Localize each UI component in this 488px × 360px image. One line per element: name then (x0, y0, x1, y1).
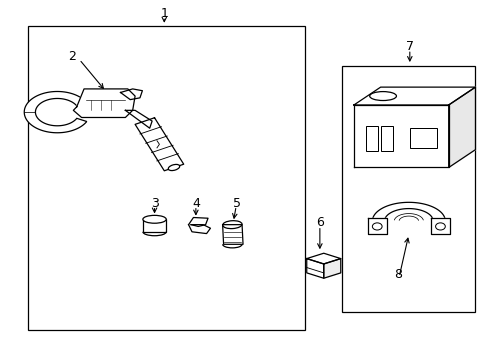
Bar (409, 128, 436, 148)
Bar (341, 66, 474, 312)
Polygon shape (306, 253, 340, 264)
Circle shape (435, 223, 445, 230)
Polygon shape (367, 217, 386, 234)
Ellipse shape (168, 165, 180, 171)
Circle shape (372, 223, 381, 230)
Ellipse shape (142, 215, 166, 223)
Ellipse shape (222, 221, 242, 229)
Polygon shape (353, 87, 474, 105)
Text: 5: 5 (233, 197, 241, 210)
Polygon shape (372, 202, 445, 227)
Polygon shape (24, 91, 86, 133)
Text: 2: 2 (68, 50, 76, 63)
Text: 8: 8 (393, 268, 401, 281)
Polygon shape (353, 105, 448, 167)
Polygon shape (222, 225, 243, 244)
Polygon shape (125, 111, 152, 128)
Bar (142, 219, 166, 232)
Text: 4: 4 (192, 197, 200, 210)
Polygon shape (306, 258, 323, 278)
Polygon shape (430, 217, 449, 234)
Polygon shape (135, 118, 183, 171)
Ellipse shape (369, 91, 396, 100)
Bar (366, 126, 377, 152)
Polygon shape (73, 89, 135, 117)
Polygon shape (448, 87, 474, 167)
Bar (28, 26, 305, 330)
Text: 6: 6 (315, 216, 323, 229)
Polygon shape (120, 89, 142, 100)
Bar (380, 126, 392, 152)
Text: 1: 1 (160, 8, 168, 21)
Text: 7: 7 (405, 40, 413, 53)
Polygon shape (323, 258, 340, 278)
Text: 3: 3 (150, 197, 158, 210)
